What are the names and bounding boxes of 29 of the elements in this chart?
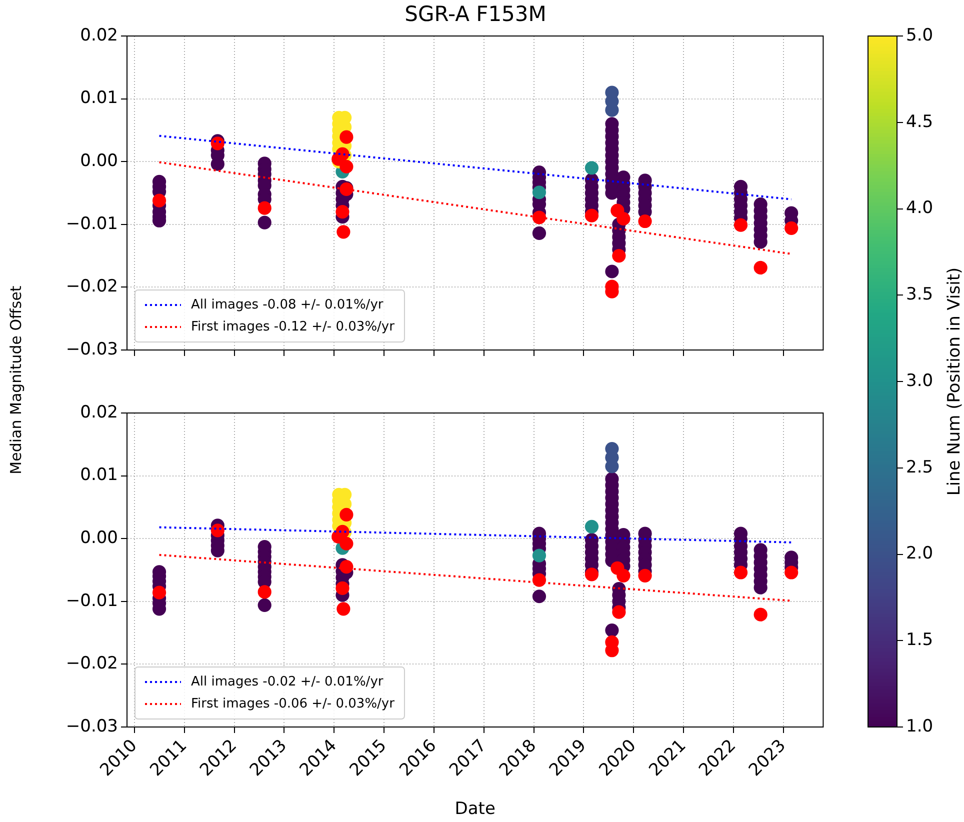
y-tick-label: 0.00 [80, 528, 118, 548]
legend-label: All images -0.08 +/- 0.01%/yr [191, 297, 384, 312]
y-tick-label: 0.00 [80, 151, 118, 172]
y-tick-label: −0.02 [66, 654, 118, 674]
y-tick-label: 0.02 [80, 402, 118, 422]
color-bar-label: 3.5 [906, 284, 934, 305]
y-tick-label: 0.01 [80, 465, 118, 486]
y-tick-label: −0.01 [66, 590, 118, 611]
color-bar-label: 5.0 [906, 25, 934, 46]
legend-label: First images -0.06 +/- 0.03%/yr [191, 696, 396, 712]
color-bar-label: 4.0 [906, 198, 934, 218]
color-bar-label: 3.0 [906, 370, 934, 391]
color-bar-label: 1.0 [906, 716, 934, 736]
y-tick-label: −0.02 [66, 276, 118, 297]
y-tick-label: −0.03 [66, 716, 118, 736]
y-axis-title: Median Magnitude Offset [7, 284, 26, 476]
legend-label: First images -0.12 +/- 0.03%/yr [191, 319, 396, 334]
color-bar-label: 4.5 [906, 112, 934, 132]
legend-label: All images -0.02 +/- 0.01%/yr [191, 674, 384, 690]
chart-title: SGR-A F153M [404, 2, 548, 26]
y-tick-label: −0.03 [66, 339, 118, 360]
color-bar-label: 2.5 [906, 457, 934, 478]
y-tick-label: 0.02 [80, 25, 118, 46]
color-bar-label: 1.5 [906, 630, 934, 650]
x-axis-title: Date [454, 799, 496, 820]
y-tick-label: −0.01 [66, 214, 118, 234]
color-bar-label: 2.0 [906, 544, 934, 564]
color-bar-title: Line Num (Position in Visit) [944, 267, 964, 496]
y-tick-label: 0.01 [80, 88, 118, 108]
